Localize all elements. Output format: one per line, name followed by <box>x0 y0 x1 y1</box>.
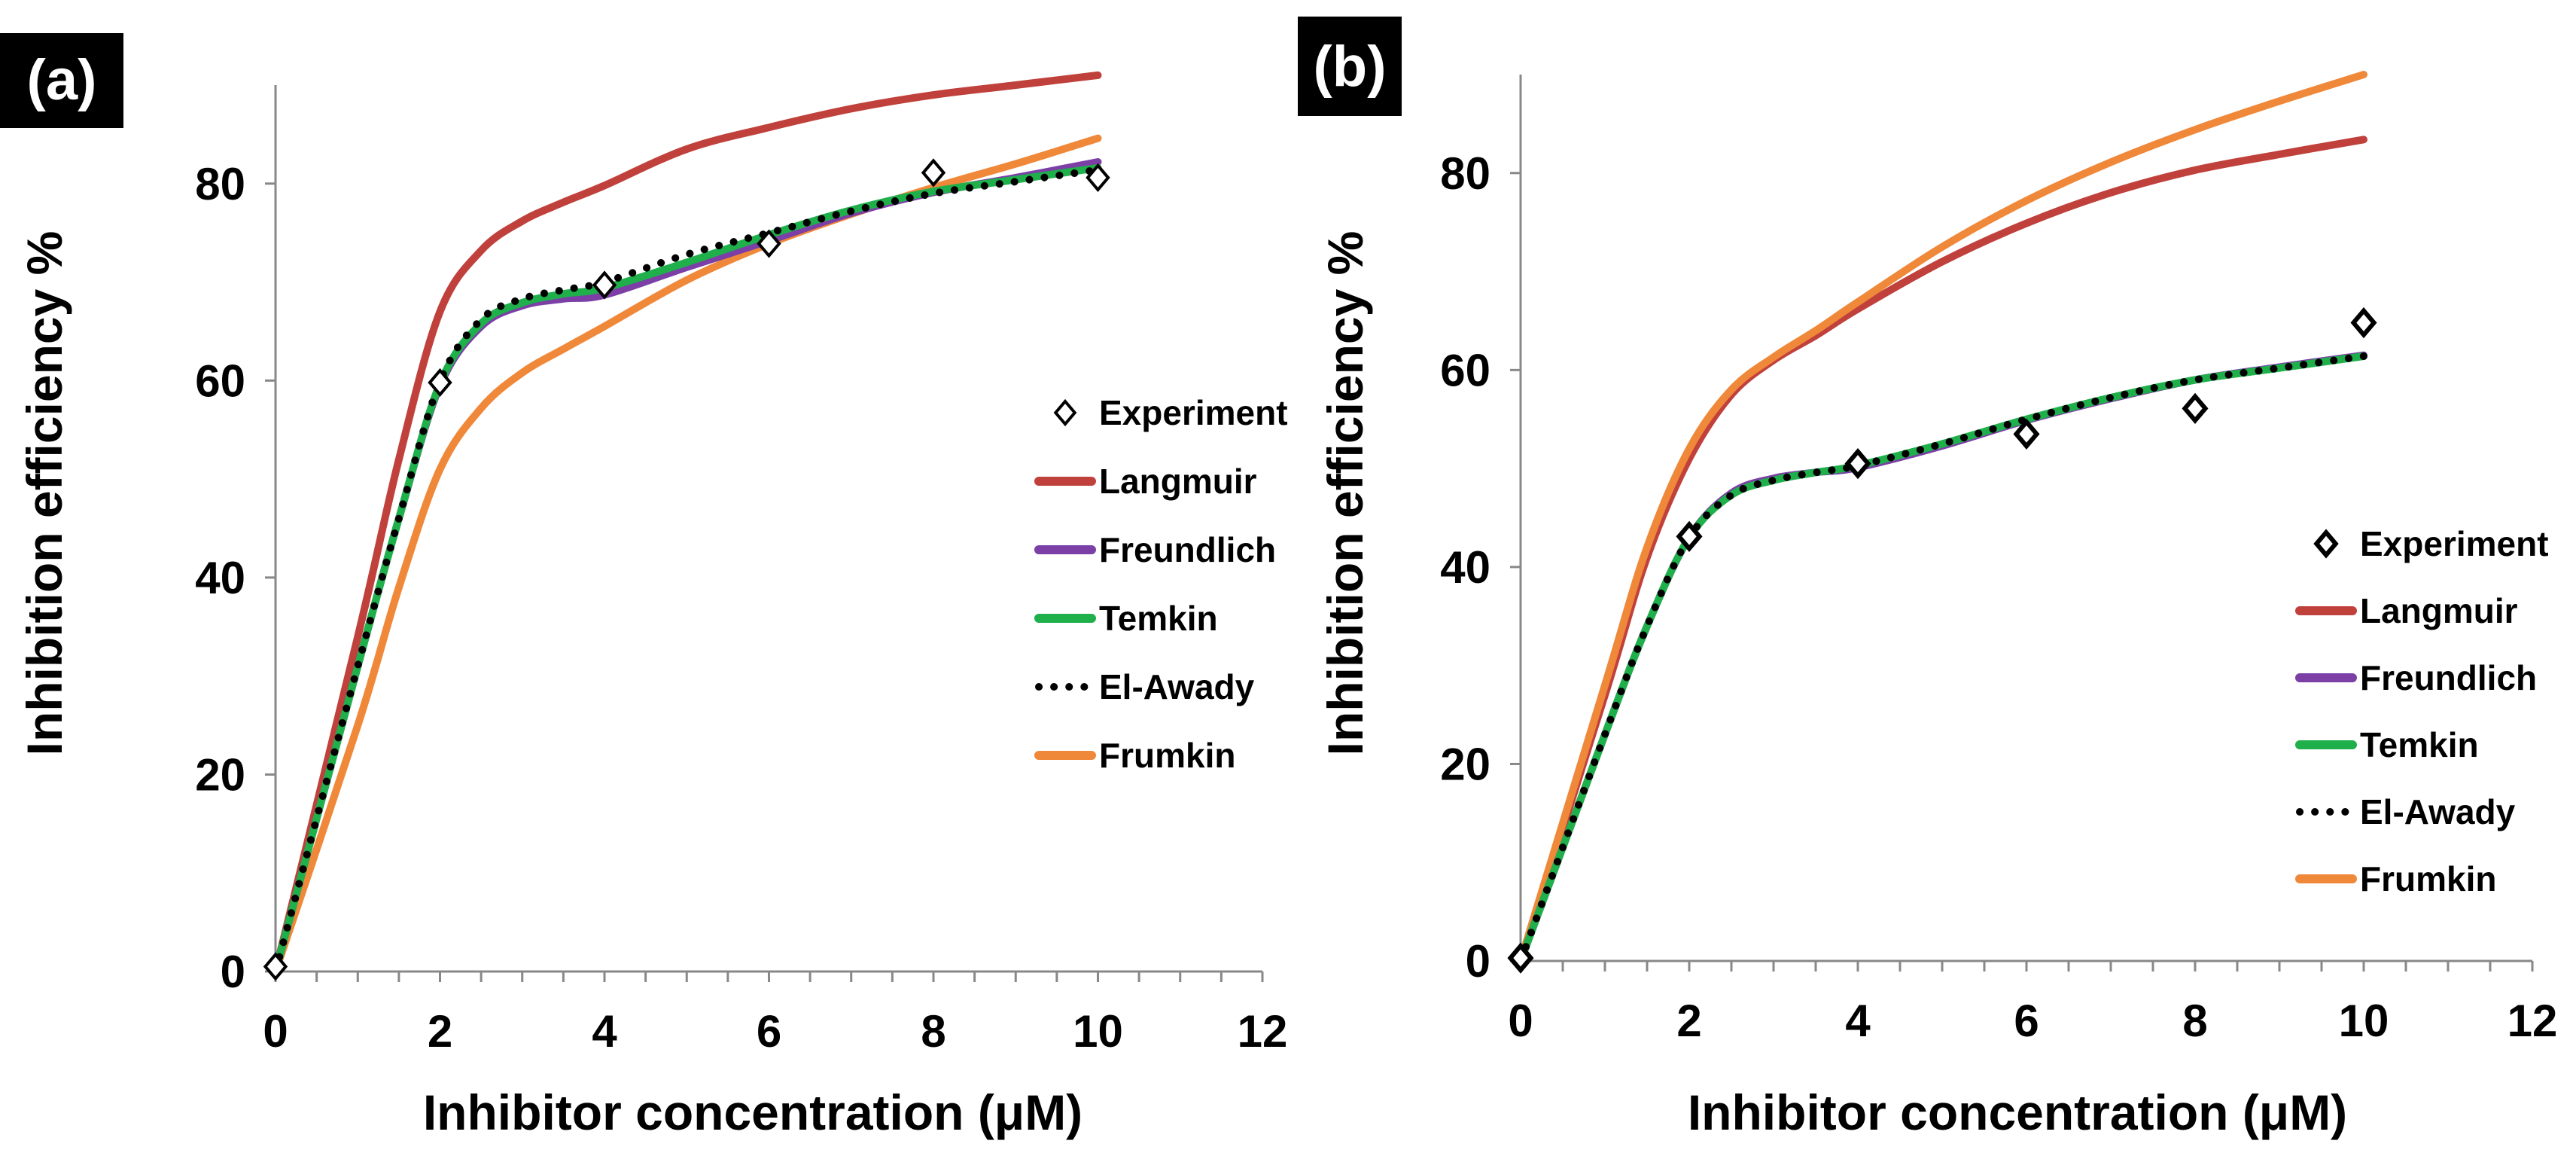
axes <box>274 85 1262 973</box>
legend-entry-experiment: Experiment <box>2313 524 2549 563</box>
y-axis-title: Inhibition efficiency % <box>1317 231 1373 756</box>
x-tick-label: 10 <box>1073 1006 1123 1057</box>
legend-entry-frumkin: Frumkin <box>1034 736 1235 775</box>
legend-entry-el-awady: El-Awady <box>1035 667 1255 706</box>
panel-a-label-box <box>0 33 123 128</box>
experiment-point <box>2013 418 2040 450</box>
svg-text:Inhibition efficiency %: Inhibition efficiency % <box>1317 231 1373 756</box>
x-tick-label: 4 <box>1845 996 1871 1046</box>
x-axis-title: Inhibitor concentration (μM) <box>1688 1084 2347 1140</box>
series-line-frumkin <box>1517 71 2367 965</box>
series-layer <box>1507 71 2377 974</box>
legend-label: Freundlich <box>2360 658 2537 697</box>
y-tick-label: 60 <box>195 355 245 406</box>
x-tick-label: 12 <box>1238 1006 1288 1057</box>
y-tick-label: 0 <box>221 947 245 997</box>
legend-label: Experiment <box>2360 524 2549 563</box>
legend: Experiment Langmuir Freundlich Temkin El-Awa… <box>2295 524 2549 898</box>
ticks: 0 2 4 6 8 10 12 0 20 40 60 80 <box>1440 148 2557 1046</box>
x-axis-title: Inhibitor concentration (μM) <box>423 1084 1082 1140</box>
y-tick-label: 20 <box>195 749 245 800</box>
x-tick-label: 2 <box>1676 996 1701 1046</box>
legend-label: Freundlich <box>1099 530 1276 569</box>
legend-marker-experiment <box>1053 398 1077 427</box>
svg-text:Inhibitor concentration (μM): Inhibitor concentration (μM) <box>1688 1084 2347 1140</box>
x-tick-label: 8 <box>2182 996 2207 1046</box>
legend-label: Temkin <box>1099 599 1218 638</box>
experiment-point <box>2350 307 2377 339</box>
legend-label: El-Awady <box>1099 667 1255 706</box>
legend-entry-temkin: Temkin <box>2295 725 2479 764</box>
experiment-point <box>263 952 288 981</box>
legend-label: Langmuir <box>2360 591 2518 630</box>
y-tick-label: 20 <box>1440 739 1490 789</box>
series-line-temkin <box>272 163 1102 975</box>
y-tick-label: 0 <box>1466 936 1490 987</box>
legend-entry-temkin: Temkin <box>1034 599 1218 638</box>
y-tick-label: 80 <box>1440 148 1490 199</box>
legend-label: Experiment <box>1099 393 1288 432</box>
series-line-el-awady <box>1517 352 2367 965</box>
experiment-point <box>1507 942 1534 974</box>
series-line-langmuir <box>272 71 1102 975</box>
x-tick-label: 2 <box>428 1006 452 1057</box>
experiment-point <box>592 270 617 300</box>
x-tick-label: 6 <box>757 1006 781 1057</box>
experiment-point <box>1086 163 1110 193</box>
experiment-point <box>1676 520 1703 552</box>
y-tick-label: 60 <box>1440 345 1490 395</box>
y-tick-label: 40 <box>1440 542 1490 593</box>
legend-entry-frumkin: Frumkin <box>2295 859 2496 898</box>
experiment-point <box>921 158 946 188</box>
legend-entry-freundlich: Freundlich <box>1034 530 1276 569</box>
legend-label: El-Awady <box>2360 792 2516 831</box>
panel-a: (a) Inhibition efficiency % Inhibitor co… <box>0 33 1288 1140</box>
ticks: 0 2 4 6 8 10 12 0 20 40 60 80 <box>195 159 1287 1057</box>
panel-a-label: (a) <box>27 48 97 112</box>
legend-label: Temkin <box>2360 725 2479 764</box>
experiment-point <box>757 229 781 258</box>
legend: Experiment Langmuir Freundlich Temkin El-Awa… <box>1034 393 1288 775</box>
x-tick-label: 0 <box>263 1006 288 1057</box>
experiment-point <box>428 368 452 398</box>
legend-label: Langmuir <box>1099 462 1257 501</box>
legend-entry-langmuir: Langmuir <box>2295 591 2518 630</box>
experiment-point <box>2182 392 2209 424</box>
x-tick-label: 12 <box>2507 996 2558 1046</box>
legend-label: Frumkin <box>2360 859 2496 898</box>
legend-entry-el-awady: El-Awady <box>2296 792 2516 831</box>
panel-b-label-box <box>1298 17 1402 116</box>
legend-entry-langmuir: Langmuir <box>1034 462 1257 501</box>
legend-marker-experiment <box>2313 529 2339 559</box>
legend-label: Frumkin <box>1099 736 1235 775</box>
x-tick-label: 6 <box>2014 996 2039 1046</box>
series-layer <box>263 71 1110 981</box>
y-axis-title: Inhibition efficiency % <box>17 231 72 756</box>
x-tick-label: 10 <box>2339 996 2389 1046</box>
x-tick-label: 0 <box>1508 996 1533 1046</box>
y-tick-label: 40 <box>195 553 245 603</box>
series-line-el-awady <box>272 166 1102 975</box>
y-tick-label: 80 <box>195 159 245 209</box>
series-line-temkin <box>1517 352 2367 965</box>
x-tick-label: 8 <box>921 1006 945 1057</box>
x-tick-label: 4 <box>592 1006 617 1057</box>
experiment-point <box>1844 447 1871 480</box>
svg-text:Inhibitor concentration (μM): Inhibitor concentration (μM) <box>423 1084 1082 1140</box>
svg-text:Inhibition efficiency %: Inhibition efficiency % <box>17 231 72 756</box>
panel-b: (b) Inhibition efficiency % Inhibitor co… <box>1298 17 2557 1140</box>
panel-b-label: (b) <box>1313 35 1386 99</box>
legend-entry-freundlich: Freundlich <box>2295 658 2537 697</box>
legend-entry-experiment: Experiment <box>1053 393 1288 432</box>
